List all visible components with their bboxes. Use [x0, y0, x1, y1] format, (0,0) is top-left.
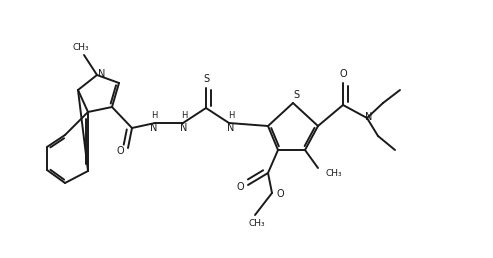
Text: N: N — [365, 112, 373, 122]
Text: N: N — [180, 123, 188, 133]
Text: O: O — [276, 189, 284, 199]
Text: CH₃: CH₃ — [326, 170, 343, 179]
Text: N: N — [227, 123, 235, 133]
Text: S: S — [203, 74, 209, 84]
Text: O: O — [116, 146, 124, 156]
Text: H: H — [181, 110, 187, 119]
Text: H: H — [228, 110, 234, 119]
Text: O: O — [236, 182, 244, 192]
Text: N: N — [150, 123, 158, 133]
Text: CH₃: CH₃ — [248, 219, 265, 228]
Text: S: S — [293, 90, 299, 100]
Text: H: H — [151, 110, 157, 119]
Text: N: N — [98, 69, 106, 79]
Text: CH₃: CH₃ — [72, 43, 89, 52]
Text: O: O — [339, 69, 347, 79]
